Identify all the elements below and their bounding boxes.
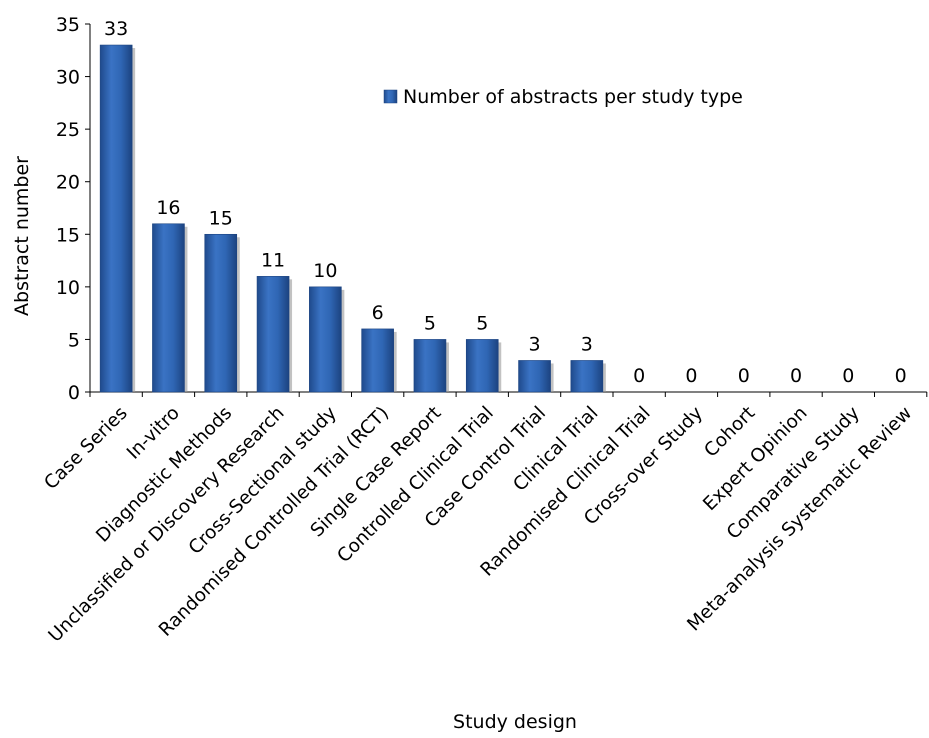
bar: [465, 339, 499, 393]
data-label: 0: [842, 365, 854, 387]
data-label: 33: [104, 18, 128, 40]
y-tick-label: 15: [56, 224, 80, 246]
bar: [518, 360, 551, 393]
x-axis-title: Study design: [453, 711, 577, 733]
bar: [204, 233, 238, 393]
y-tick-label: 0: [68, 382, 80, 404]
bar: [99, 44, 133, 393]
bar: [256, 276, 290, 393]
y-tick-label: 30: [56, 67, 80, 89]
data-label: 10: [313, 260, 337, 282]
data-label: 11: [261, 249, 285, 271]
y-tick-label: 10: [56, 277, 80, 299]
legend: Number of abstracts per study type: [383, 86, 743, 108]
data-label: 16: [156, 197, 180, 219]
legend-swatch: [383, 89, 398, 104]
data-label: 6: [372, 302, 384, 324]
x-tick-label: Case Series: [40, 403, 131, 494]
bar: [309, 286, 342, 393]
data-label: 15: [209, 207, 233, 229]
data-label: 5: [424, 312, 436, 334]
data-label: 3: [529, 333, 541, 355]
data-label: 5: [476, 312, 488, 334]
y-tick-label: 5: [68, 329, 80, 351]
y-tick-label: 20: [56, 172, 80, 194]
y-tick-label: 35: [56, 14, 80, 36]
bar: [413, 339, 447, 393]
legend-label: Number of abstracts per study type: [403, 86, 743, 108]
bar: [152, 223, 185, 393]
data-label: 3: [581, 333, 593, 355]
data-label: 0: [790, 365, 802, 387]
data-label: 0: [633, 365, 645, 387]
data-label: 0: [738, 365, 750, 387]
y-tick-label: 25: [56, 119, 80, 141]
bar: [570, 360, 604, 393]
data-label: 0: [685, 365, 697, 387]
y-axis-title: Abstract number: [11, 156, 33, 316]
data-label: 0: [895, 365, 907, 387]
bar: [361, 328, 394, 393]
